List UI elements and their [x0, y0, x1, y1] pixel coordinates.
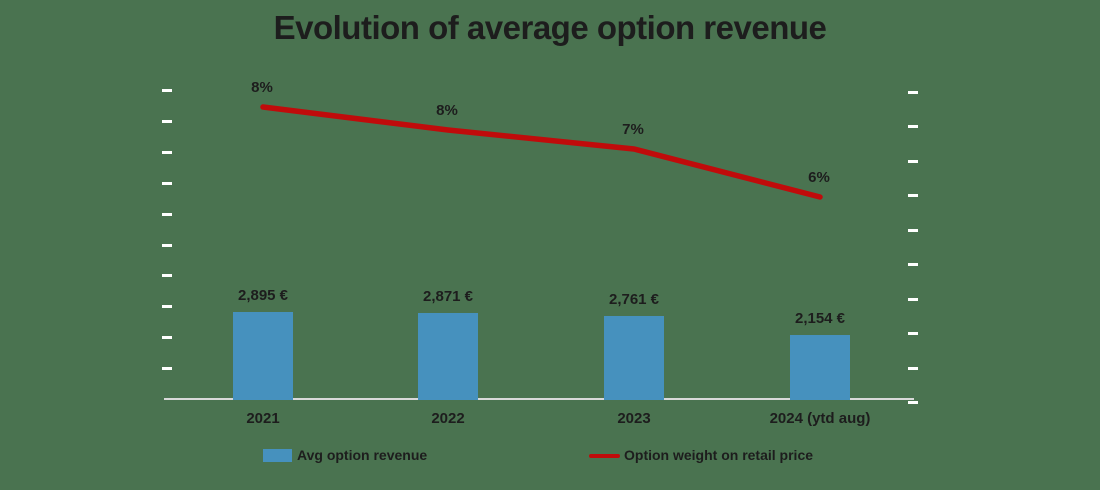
pct-label: 7%: [622, 121, 644, 138]
left-axis-tick: [162, 212, 172, 216]
left-axis-tick: [162, 243, 172, 247]
bar-value-label: 2,871 €: [422, 288, 474, 305]
left-axis-tick: [162, 274, 172, 278]
right-axis-tick: [908, 332, 918, 335]
right-axis-tick: [908, 90, 918, 94]
left-axis-tick: [162, 119, 172, 123]
trend-line: [260, 104, 823, 200]
right-axis-tick: [908, 297, 918, 301]
right-axis-tick: [908, 228, 918, 232]
bar: [418, 313, 478, 400]
pct-label: 8%: [251, 79, 273, 96]
bar: [790, 335, 850, 400]
x-axis-label: 2022: [431, 410, 465, 427]
bar: [604, 316, 664, 400]
left-axis-tick: [162, 89, 172, 92]
right-axis-tick: [908, 194, 918, 197]
chart-title: Evolution of average option revenue: [273, 9, 827, 46]
bar: [233, 312, 293, 400]
x-axis-label: 2021: [246, 410, 280, 427]
left-axis-tick: [162, 367, 172, 371]
right-axis-tick: [908, 125, 918, 128]
x-axis-line: [164, 398, 914, 400]
legend-label-bar: Avg option revenue: [297, 447, 428, 463]
pct-label: 8%: [436, 102, 458, 119]
legend-swatch-line: [589, 454, 620, 458]
right-axis-tick: [908, 366, 918, 370]
x-axis-label: 2023: [617, 410, 651, 427]
bar-value-label: 2,761 €: [608, 291, 660, 308]
left-axis-tick: [162, 305, 172, 309]
right-axis-tick: [908, 263, 918, 266]
right-axis-tick: [908, 159, 918, 163]
bar-value-label: 2,895 €: [237, 287, 289, 304]
legend-label-line: Option weight on retail price: [624, 447, 814, 463]
left-axis-tick: [162, 181, 172, 185]
x-axis-label: 2024 (ytd aug): [769, 410, 871, 427]
right-axis-tick: [908, 401, 918, 404]
left-axis-tick: [162, 150, 172, 154]
left-axis-tick: [162, 336, 172, 340]
pct-label: 6%: [808, 169, 830, 186]
bar-value-label: 2,154 €: [794, 310, 846, 327]
legend-swatch-bar: [263, 449, 292, 462]
